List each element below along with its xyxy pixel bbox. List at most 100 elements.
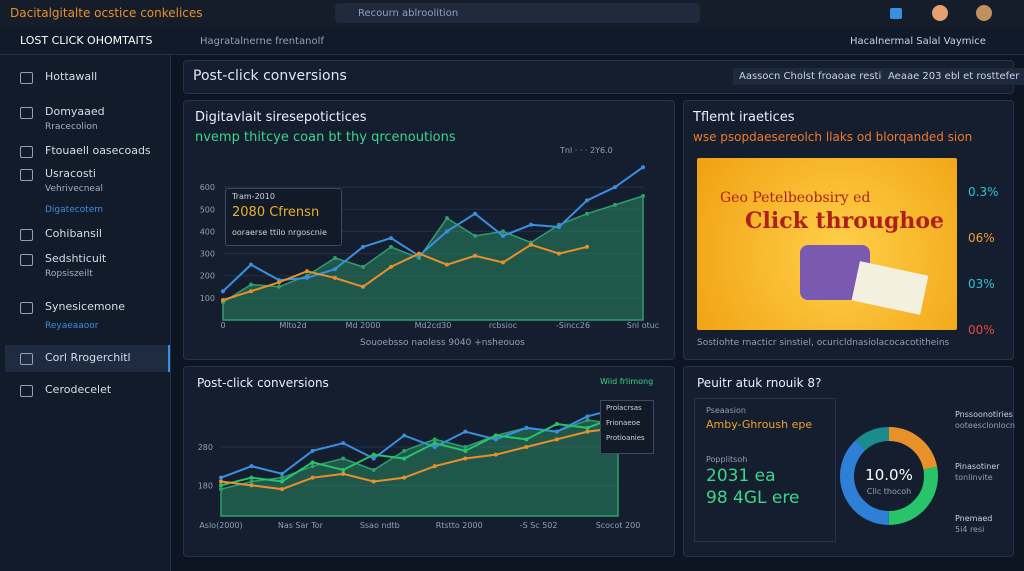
point [445, 262, 449, 267]
nav-subitem[interactable]: Vehrivecneal [45, 184, 103, 194]
legend-sub: tonlinvite [955, 473, 993, 482]
point [219, 479, 223, 484]
icon [20, 107, 33, 119]
nav-subitem[interactable]: Digatecotem [45, 205, 104, 215]
nav-subitem[interactable]: Rracecolion [45, 122, 98, 132]
point [524, 445, 529, 449]
header-title: Post-click conversions [193, 68, 347, 84]
y-tick-label: 180 [198, 481, 213, 490]
point [305, 275, 309, 280]
point [493, 437, 498, 442]
panel-footer: Sostiohte rnacticr sinstiel, ocuricldnas… [697, 338, 950, 348]
stat: 06% [968, 231, 995, 245]
icon [20, 169, 33, 181]
button[interactable]: Aeaae 203 ebl et rosttefer [882, 68, 1024, 85]
panel-subtitle: nvemp thitcye coan bt thy qrcenoutions [195, 130, 456, 145]
stat: 0.3% [968, 185, 999, 199]
icon[interactable] [890, 8, 902, 19]
point [371, 479, 376, 484]
point [402, 448, 407, 453]
nav-item[interactable]: Hottawall [45, 70, 98, 83]
point [371, 468, 376, 472]
donut-segment [840, 427, 938, 525]
point [557, 225, 561, 229]
search-box[interactable] [335, 3, 700, 23]
point [473, 233, 477, 238]
point [585, 429, 590, 434]
brand: Dacitalgitalte ocstice conkelices [10, 6, 203, 20]
point [585, 198, 589, 203]
x-tick-label: 0 [220, 321, 225, 330]
point [221, 298, 225, 303]
panel-title: Peuitr atuk rnouik 8? [697, 376, 822, 390]
nav-right[interactable]: Hacalnermal Salal Vaymice [850, 36, 986, 47]
point [463, 429, 468, 434]
nav-item[interactable]: Usracosti [45, 167, 96, 180]
tooltip-value: 2080 Cfrensn [232, 205, 320, 220]
point [249, 464, 254, 469]
point [310, 475, 315, 480]
nav-subitem[interactable]: Ropsiszeilt [45, 269, 93, 279]
y-tick-label: 500 [200, 205, 215, 214]
legend-box [600, 400, 654, 454]
point [361, 284, 365, 289]
nav-item[interactable]: Synesicemone [45, 300, 126, 313]
point [389, 236, 393, 241]
nav-item[interactable]: Sedshticuit [45, 252, 107, 265]
line [220, 407, 619, 479]
point [493, 452, 498, 457]
y-tick-label: 200 [200, 272, 215, 281]
line [222, 243, 588, 302]
point [473, 211, 477, 216]
x-tick-label: Md 2000 [346, 321, 381, 330]
nav-title: LOST CLICK OHOMTAITS [20, 34, 153, 47]
chart-legend: Tnl · · · 2Y6.0 [560, 146, 613, 155]
control[interactable]: Wiid frlimong [600, 377, 654, 386]
nav-item[interactable]: Cohibansil [45, 227, 102, 240]
y-tick-label: 100 [200, 294, 215, 303]
point [501, 233, 505, 238]
point [529, 242, 533, 247]
panel-title: Post-click conversions [197, 376, 329, 390]
nav-item[interactable]: Domyaaed [45, 105, 105, 118]
legend-sub: ooteesclonlocn [955, 421, 1016, 430]
button[interactable]: Aassocn Cholst froaoae resticen [733, 68, 906, 85]
nav-item[interactable]: Corl Rrogerchitl [45, 351, 131, 364]
navbar [0, 28, 1024, 55]
point [445, 216, 449, 221]
point [310, 460, 315, 465]
nav-item[interactable]: Cerodecelet [45, 383, 112, 396]
y-tick-label: 600 [200, 183, 215, 192]
donut-chart: 10.0% Cllc thocoh [840, 427, 938, 525]
nav-subitem[interactable]: Reyaeaaoor [45, 321, 99, 331]
point [585, 414, 590, 419]
donut-center: 10.0% [865, 466, 913, 484]
icon [20, 72, 33, 84]
tooltip-text: Tram-2010 [232, 192, 275, 201]
point [445, 229, 449, 234]
point [641, 165, 645, 170]
point [341, 456, 346, 461]
area [220, 419, 619, 517]
panel-title: Tflemt iraetices [693, 110, 795, 125]
legend-item: Frionaeoe [606, 419, 641, 427]
point [432, 464, 437, 469]
point [341, 468, 346, 472]
point [280, 471, 285, 476]
image-text: Click throughoe [745, 208, 944, 234]
avatar[interactable] [976, 5, 992, 21]
point [501, 260, 505, 265]
search-placeholder: Recourn ablroolition [358, 8, 459, 19]
nav-item[interactable]: Ftouaell oasecoads [45, 144, 151, 157]
point [249, 479, 254, 484]
avatar[interactable] [932, 5, 948, 21]
donut-segment [840, 427, 938, 525]
point [389, 244, 393, 249]
icon [20, 353, 33, 365]
point [585, 425, 590, 430]
point [641, 194, 645, 198]
icon [20, 302, 33, 314]
kpi-label: Amby-Ghroush epe [706, 418, 813, 431]
point [463, 445, 468, 449]
legend-title: Pnemaed [955, 514, 993, 523]
